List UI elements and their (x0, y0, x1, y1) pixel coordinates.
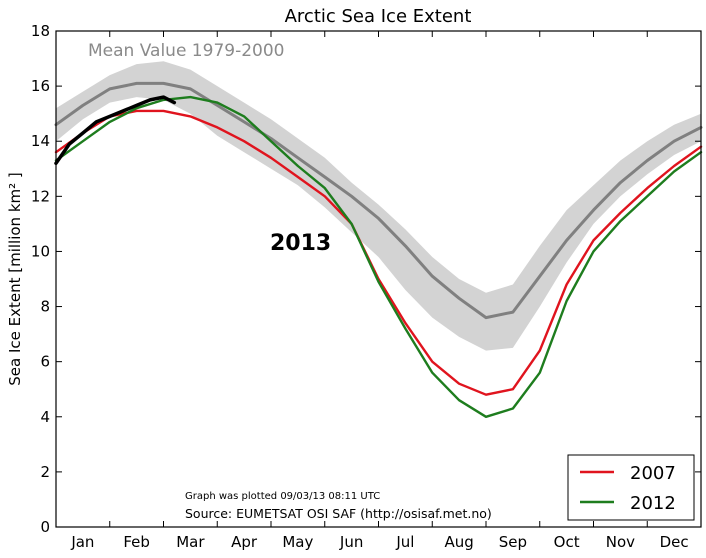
y-tick-label: 2 (40, 463, 50, 481)
x-tick-label: Mar (176, 533, 205, 551)
x-tick-label: May (282, 533, 313, 551)
y-tick-label: 4 (40, 408, 50, 426)
y-tick-label: 12 (31, 187, 50, 205)
x-tick-label: Jan (70, 533, 94, 551)
series-line-2012 (54, 95, 703, 418)
legend-label-2012: 2012 (630, 493, 676, 514)
footnote-plotted: Graph was plotted 09/03/13 08:11 UTC (185, 491, 380, 502)
x-axis-ticks: Jan Feb Mar Apr May Jun Jul Aug Sep Oct Nov Dec (70, 31, 689, 551)
y-tick-label: 10 (31, 242, 50, 260)
legend: 2007 2012 (567, 454, 695, 521)
mean-value-label: Mean Value 1979-2000 (88, 41, 284, 61)
y-tick-label: 16 (31, 77, 50, 95)
y-tick-label: 6 (40, 353, 50, 371)
x-tick-label: Nov (606, 533, 635, 551)
x-tick-label: Sep (499, 533, 527, 551)
year-annotation: 2013 (270, 231, 331, 256)
x-tick-label: Apr (231, 533, 258, 551)
y-tick-label: 14 (31, 132, 50, 150)
x-tick-label: Aug (444, 533, 473, 551)
x-tick-label: Jul (395, 533, 414, 551)
legend-box (567, 454, 695, 521)
y-axis-ticks: 0 2 4 6 8 10 12 14 16 18 (31, 22, 701, 536)
x-tick-label: Feb (123, 533, 150, 551)
series-line-2013 (54, 95, 177, 166)
footnote-source: Source: EUMETSAT OSI SAF (http://osisaf.… (185, 506, 492, 521)
x-tick-label: Oct (554, 533, 580, 551)
mean-range-band-layer (56, 61, 701, 351)
series-line-mean-value-1979-2000 (54, 81, 703, 320)
series-layer (54, 81, 703, 418)
y-tick-label: 18 (31, 22, 50, 40)
y-axis-label: Sea Ice Extent [million km² ] (6, 172, 24, 386)
mean-range-band (56, 61, 701, 351)
legend-label-2007: 2007 (630, 463, 676, 484)
x-tick-label: Dec (660, 533, 689, 551)
y-tick-label: 0 (40, 518, 50, 536)
chart-title: Arctic Sea Ice Extent (285, 6, 472, 27)
x-tick-label: Jun (339, 533, 363, 551)
y-tick-label: 8 (40, 298, 50, 316)
